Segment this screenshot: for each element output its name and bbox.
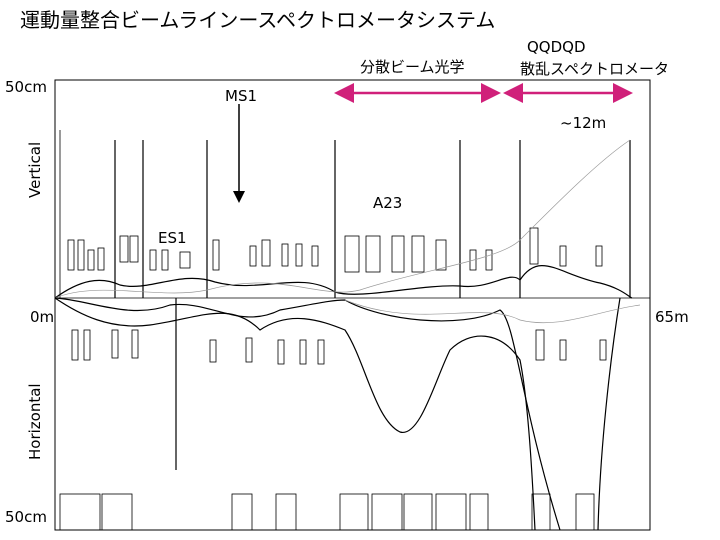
axis-label: 65m bbox=[655, 308, 689, 326]
magnets-vertical bbox=[67, 227, 603, 273]
envelope-curves bbox=[54, 139, 641, 531]
annotation: A23 bbox=[373, 194, 402, 212]
element-lines bbox=[59, 130, 631, 470]
frame bbox=[54, 79, 651, 531]
annotation: QQDQD bbox=[527, 38, 586, 56]
magnets-horizontal bbox=[59, 329, 607, 531]
annotation: 分散ビーム光学 bbox=[360, 58, 465, 76]
annotation: ~12m bbox=[560, 114, 606, 132]
scale-label: 50cm bbox=[5, 78, 47, 96]
title: 運動量整合ビームラインースペクトロメータシステム bbox=[20, 8, 495, 32]
annotation: 散乱スペクトロメータ bbox=[520, 60, 669, 78]
axis-label: Vertical bbox=[26, 142, 44, 198]
scale-label: 50cm bbox=[5, 508, 47, 526]
annotation: ES1 bbox=[158, 229, 187, 247]
axis-label: Horizontal bbox=[26, 383, 44, 460]
annotation: MS1 bbox=[225, 87, 257, 105]
axis-label: 0m bbox=[30, 308, 54, 326]
